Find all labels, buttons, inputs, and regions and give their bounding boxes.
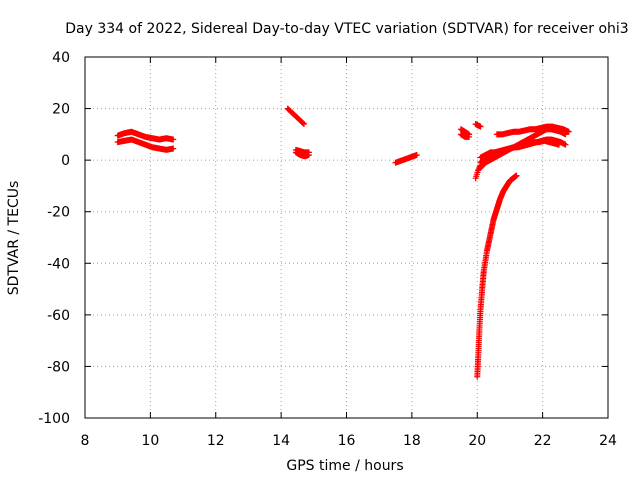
- y-tick-label: 0: [61, 153, 70, 169]
- y-tick-labels: 40 20 0 -20 -40 -60 -80 -100: [38, 50, 70, 427]
- dip-point: [513, 172, 520, 179]
- y-tick-label: -20: [47, 205, 70, 221]
- y-tick-label: -60: [47, 308, 70, 324]
- chart-title: Day 334 of 2022, Sidereal Day-to-day VTE…: [65, 21, 628, 37]
- plot-frame: [84, 56, 609, 419]
- pass-14a-point: [300, 120, 307, 127]
- grid-layer: [84, 56, 609, 419]
- x-tick-label: 16: [338, 433, 356, 449]
- pass-20a-point: [477, 123, 484, 130]
- pass-17-point: [413, 151, 420, 158]
- x-tick-labels: 8 10 12 14 16 18 20 22 24: [81, 433, 617, 449]
- pass-14a-point: [301, 121, 308, 128]
- y-tick-label: -100: [38, 411, 70, 427]
- band-a-point: [170, 136, 177, 143]
- pass-14c-point: [305, 149, 312, 156]
- x-tick-label: 18: [403, 433, 421, 449]
- x-tick-label: 10: [141, 433, 159, 449]
- arc-d-point: [565, 128, 572, 135]
- x-tick-label: 12: [207, 433, 225, 449]
- y-tick-label: -80: [47, 359, 70, 375]
- pass-19b-point: [466, 133, 473, 140]
- x-tick-label: 8: [81, 433, 90, 449]
- x-tick-label: 14: [272, 433, 290, 449]
- x-axis-label: GPS time / hours: [286, 458, 403, 474]
- y-tick-label: 20: [52, 102, 70, 118]
- y-tick-label: -40: [47, 256, 70, 272]
- y-tick-label: 40: [52, 50, 70, 66]
- x-tick-label: 20: [468, 433, 486, 449]
- x-tick-label: 24: [599, 433, 617, 449]
- band-b-point: [170, 145, 177, 152]
- y-axis-label: SDTVAR / TECUs: [6, 181, 22, 296]
- x-tick-label: 22: [534, 433, 552, 449]
- rise-a-point: [562, 141, 569, 148]
- arc-c-point: [555, 141, 562, 148]
- data-points: [114, 105, 572, 380]
